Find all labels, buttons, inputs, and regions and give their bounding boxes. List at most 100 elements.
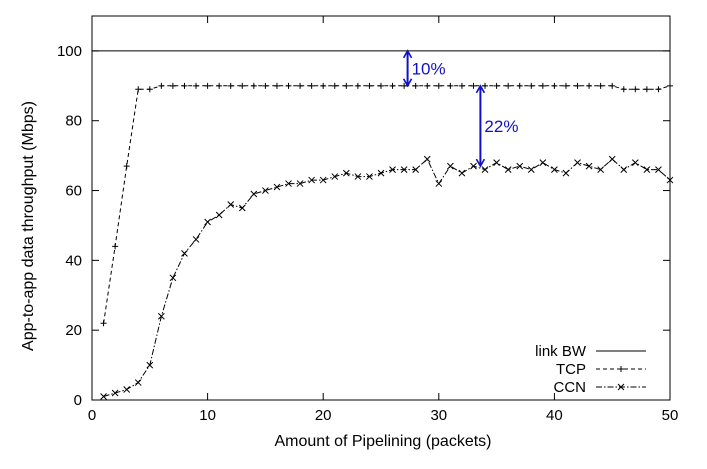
plus-marker-shape — [100, 320, 107, 327]
plus-marker-shape — [551, 82, 558, 89]
data-point-ccn — [597, 166, 604, 173]
arrow-head-down — [402, 78, 413, 88]
data-point-tcp — [655, 86, 662, 93]
plus-marker-shape — [435, 82, 442, 89]
plus-marker-shape — [331, 82, 338, 89]
data-point-tcp — [447, 82, 454, 89]
plus-marker-shape — [609, 82, 616, 89]
x-marker-shape — [366, 173, 373, 180]
data-point-tcp — [412, 82, 419, 89]
plus-marker-shape — [412, 82, 419, 89]
data-point-tcp — [354, 82, 361, 89]
plus-marker-shape — [632, 86, 639, 93]
plus-marker-shape — [389, 82, 396, 89]
plus-marker-shape — [643, 86, 650, 93]
legend-label: CCN — [554, 379, 587, 396]
data-point-ccn — [296, 180, 304, 187]
y-tick-label: 0 — [74, 392, 82, 409]
data-point-tcp — [193, 82, 200, 89]
data-point-tcp — [366, 82, 373, 89]
plus-marker-shape — [250, 82, 257, 89]
x-marker-shape — [296, 180, 304, 187]
plus-marker-shape — [597, 82, 604, 89]
x-marker-shape — [158, 312, 165, 320]
data-point-ccn — [527, 166, 535, 173]
data-point-ccn — [574, 159, 581, 166]
y-axis-label: App-to-app data throughput (Mbps) — [20, 101, 37, 351]
arrow-head-up — [475, 84, 486, 94]
plus-marker-shape — [123, 163, 130, 170]
data-point-ccn — [215, 211, 223, 219]
y-tick-label: 100 — [57, 43, 82, 60]
plus-marker-shape — [297, 82, 304, 89]
x-marker-shape — [666, 176, 674, 184]
gap-annotation: 22% — [475, 84, 518, 168]
data-point-ccn — [481, 166, 489, 173]
plus-marker-shape — [539, 82, 546, 89]
data-point-ccn — [169, 274, 177, 282]
data-point-tcp — [528, 82, 535, 89]
data-point-ccn — [435, 180, 443, 187]
x-marker-shape — [400, 166, 408, 173]
x-marker-shape — [331, 173, 339, 180]
data-point-ccn — [389, 166, 396, 173]
plus-marker-shape — [424, 82, 431, 89]
data-point-tcp — [146, 86, 153, 93]
data-point-ccn — [366, 173, 373, 180]
data-point-tcp — [181, 82, 188, 89]
gap-percent-label: 22% — [484, 117, 518, 136]
x-marker-shape — [169, 274, 177, 282]
data-point-tcp — [516, 82, 523, 89]
plus-marker-shape — [308, 82, 315, 89]
data-point-ccn — [111, 389, 119, 397]
x-marker-shape — [262, 187, 269, 194]
x-marker-shape — [273, 183, 281, 191]
legend-label: TCP — [556, 361, 586, 378]
x-marker-shape — [123, 386, 131, 393]
x-marker-shape — [470, 162, 477, 170]
y-tick-label: 60 — [65, 183, 82, 200]
plus-marker-shape — [146, 86, 153, 93]
legend-label: link BW — [535, 343, 587, 360]
data-point-tcp — [112, 243, 119, 250]
data-point-ccn — [377, 169, 385, 177]
x-marker-shape — [389, 166, 396, 173]
data-point-tcp — [204, 82, 211, 89]
plus-marker-shape — [343, 82, 350, 89]
x-tick-label: 50 — [662, 407, 679, 424]
x-marker-shape — [227, 201, 235, 208]
data-point-tcp — [574, 82, 581, 89]
plus-marker-shape — [158, 82, 165, 89]
plus-marker-shape — [620, 86, 627, 93]
data-point-ccn — [655, 166, 662, 173]
series-line-tcp — [103, 85, 671, 324]
x-marker-shape — [192, 236, 200, 243]
data-point-tcp — [401, 82, 408, 89]
data-point-ccn — [412, 166, 420, 173]
x-marker-shape — [643, 166, 651, 173]
x-marker-shape — [447, 162, 454, 170]
plus-marker-shape — [586, 82, 593, 89]
x-tick-label: 30 — [430, 407, 447, 424]
data-point-tcp — [331, 82, 338, 89]
x-marker-shape — [585, 162, 593, 170]
x-marker-shape — [412, 166, 420, 173]
data-point-ccn — [562, 169, 570, 177]
plus-marker-shape — [562, 82, 569, 89]
plot-frame — [91, 15, 671, 401]
data-point-ccn — [192, 236, 200, 243]
data-point-ccn — [181, 250, 188, 257]
data-point-tcp — [343, 82, 350, 89]
data-point-tcp — [239, 82, 246, 89]
plus-marker-shape — [574, 82, 581, 89]
data-point-tcp — [609, 82, 616, 89]
data-point-ccn — [308, 176, 315, 184]
x-marker-shape — [215, 211, 223, 219]
series-group — [92, 50, 674, 400]
data-point-ccn — [666, 176, 674, 184]
plus-marker-shape — [667, 82, 673, 89]
plus-marker-shape — [112, 243, 119, 250]
x-marker-shape — [597, 166, 604, 173]
x-marker-shape — [516, 162, 524, 170]
